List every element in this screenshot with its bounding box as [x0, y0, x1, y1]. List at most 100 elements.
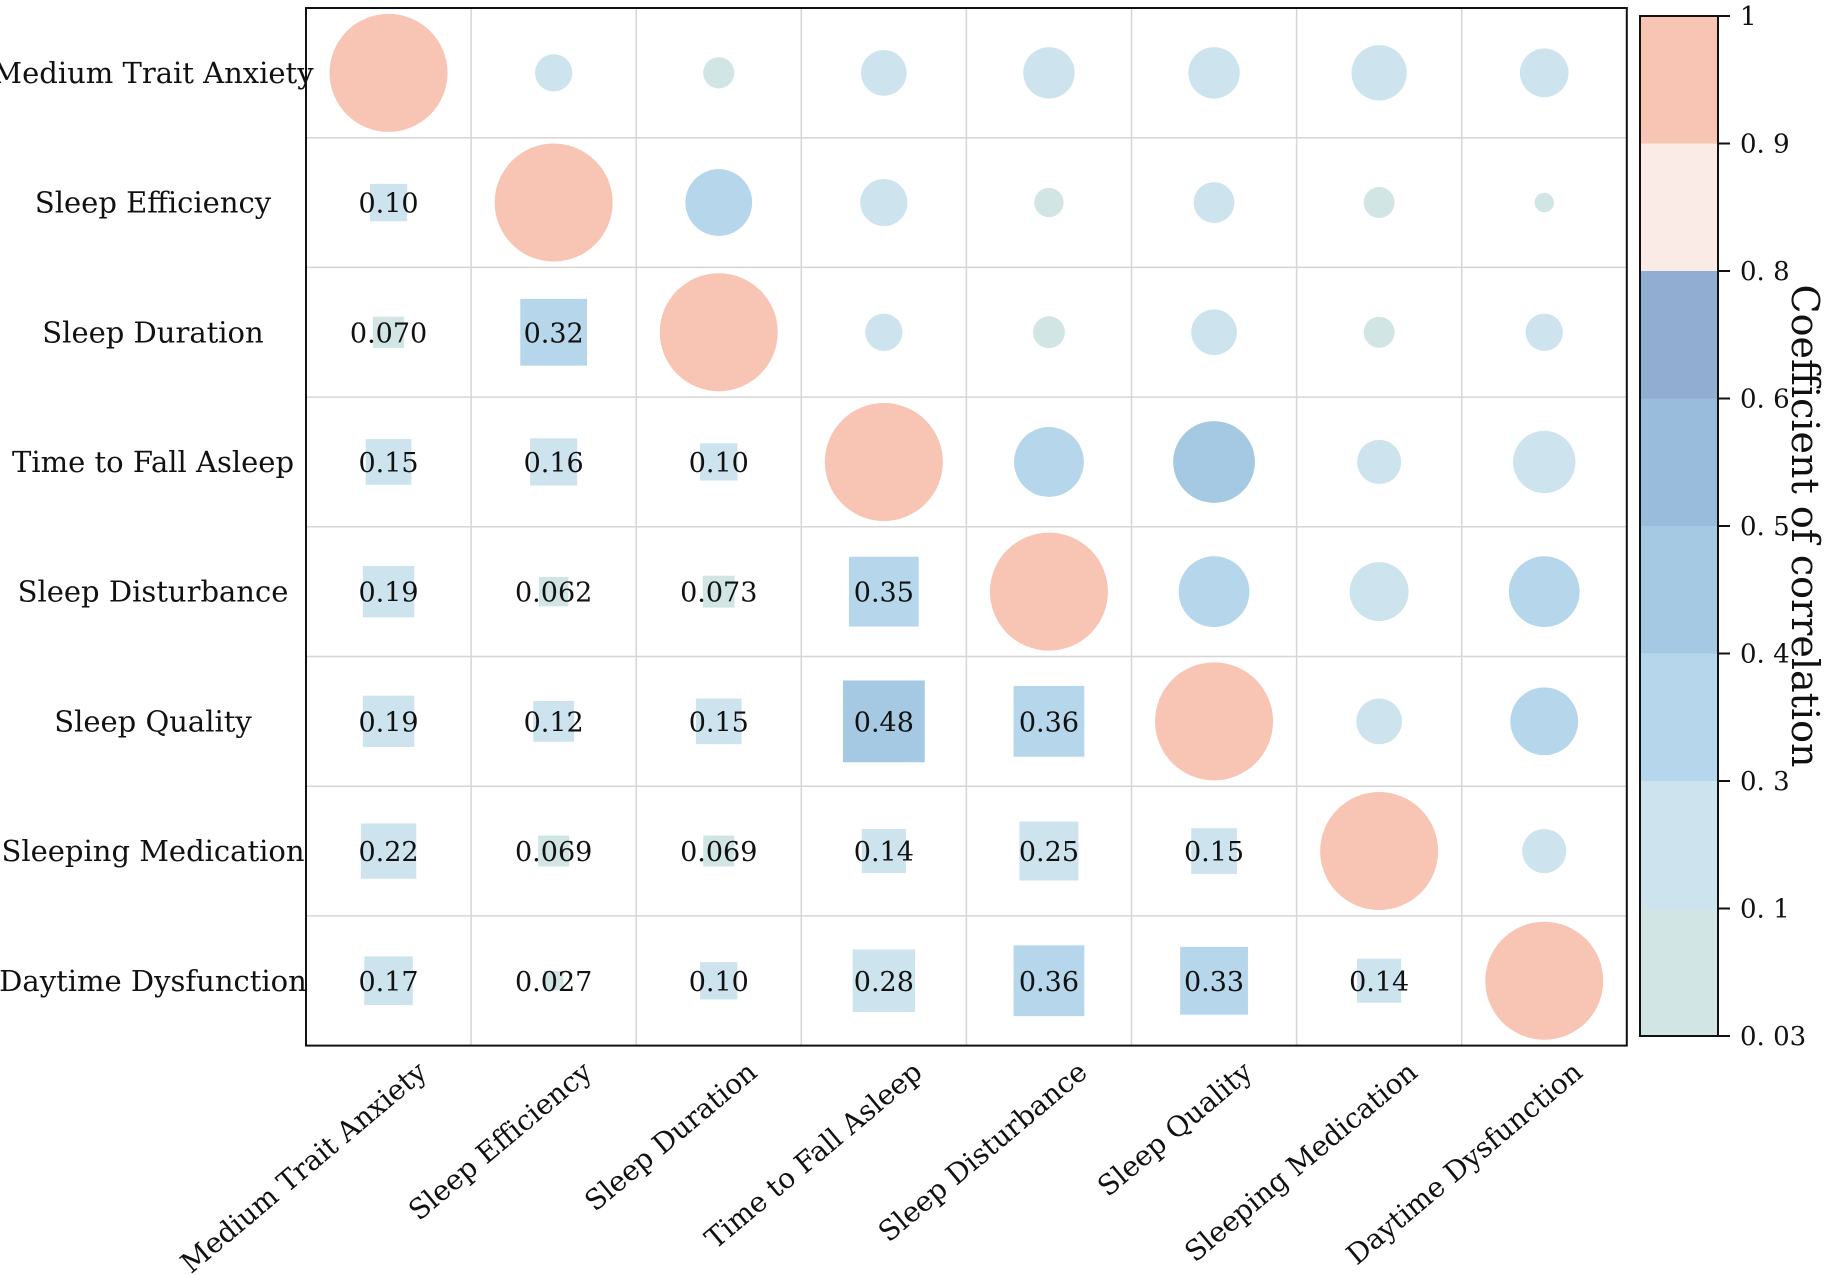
cell-value-label: 0.33 — [1184, 967, 1244, 998]
cell-value-label: 0.17 — [358, 967, 418, 998]
diagonal-circle — [1155, 662, 1274, 781]
colorbar-tick-label: 0. 6 — [1740, 385, 1790, 415]
cell-value-label: 0.12 — [524, 707, 584, 738]
correlation-circle — [1513, 430, 1576, 494]
cell-value-label: 0.32 — [524, 318, 584, 349]
correlation-square — [543, 971, 564, 991]
cell-value-label: 0.28 — [854, 967, 914, 998]
cell-value-label: 0.48 — [854, 707, 914, 738]
cell-value-label: 0.069 — [515, 837, 592, 868]
cell-value-label: 0.15 — [1184, 837, 1244, 868]
correlation-square — [360, 823, 417, 879]
correlation-circle — [1525, 313, 1563, 351]
cell-value-label: 0.073 — [680, 578, 757, 609]
colorbar-tick-label: 0. 9 — [1740, 130, 1790, 160]
cell-value-label: 0.070 — [350, 318, 427, 349]
correlation-circle — [1349, 562, 1409, 622]
correlation-circle — [1510, 687, 1579, 756]
correlation-circle — [1193, 182, 1235, 223]
cell-value-label: 0.069 — [680, 837, 757, 868]
correlation-circle — [861, 50, 907, 96]
correlation-circle — [1363, 316, 1395, 348]
cell-value-label: 0.027 — [515, 967, 592, 998]
correlation-square — [1191, 828, 1237, 874]
cell-value-label: 0.36 — [1019, 967, 1079, 998]
diagonal-circle — [989, 532, 1108, 651]
correlation-square — [695, 698, 742, 745]
correlation-circle — [1023, 47, 1075, 99]
correlation-circle — [1173, 421, 1255, 503]
row-label: Sleeping Medication — [1, 834, 304, 868]
cell-value-label: 0.15 — [358, 448, 418, 479]
correlation-circle — [860, 178, 908, 227]
correlation-circle — [703, 57, 735, 89]
correlation-square — [852, 949, 916, 1012]
colorbar-band — [1640, 398, 1718, 527]
colorbar-band — [1640, 653, 1718, 782]
correlation-square — [365, 439, 412, 485]
matrix-marks — [329, 13, 1604, 1040]
correlation-square — [530, 438, 578, 486]
correlation-circle — [1191, 309, 1237, 356]
row-label: Sleep Quality — [54, 704, 252, 738]
correlation-square — [703, 835, 735, 867]
correlation-circle — [534, 54, 573, 92]
correlation-square — [520, 298, 588, 366]
cell-value-label: 0.15 — [689, 707, 749, 738]
colorbar-band — [1640, 526, 1718, 655]
correlation-square — [700, 443, 738, 481]
correlation-square — [369, 183, 408, 222]
row-label: Sleep Disturbance — [18, 575, 289, 609]
matrix-frame — [305, 7, 1628, 1047]
cell-value-label: 0.35 — [854, 578, 914, 609]
colorbar-tick-label: 0. 03 — [1740, 1022, 1806, 1052]
correlation-square — [362, 565, 415, 618]
row-label: Sleep Duration — [42, 315, 263, 349]
row-label: Medium Trait Anxiety — [0, 56, 314, 90]
diagonal-circle — [824, 402, 943, 521]
cell-value-label: 0.25 — [1019, 837, 1079, 868]
grid-lines — [306, 8, 1627, 1046]
correlation-square — [861, 828, 906, 874]
correlation-circle — [1363, 187, 1395, 219]
correlation-square — [700, 962, 738, 1000]
colorbar-band — [1640, 908, 1718, 1037]
diagonal-circle — [1485, 921, 1604, 1040]
correlation-square — [1357, 958, 1402, 1003]
correlation-square — [533, 700, 575, 742]
cell-value-label: 0.36 — [1019, 707, 1079, 738]
correlation-circle — [1357, 439, 1402, 485]
correlation-square — [702, 575, 735, 608]
correlation-circle — [1508, 556, 1580, 628]
row-label: Sleep Efficiency — [35, 186, 272, 220]
cell-value-label: 0.14 — [854, 837, 914, 868]
row-label: Daytime Dysfunction — [0, 964, 307, 998]
correlation-circle — [1034, 187, 1064, 218]
correlation-circle — [1188, 47, 1240, 99]
colorbar-tick-label: 0. 8 — [1740, 257, 1790, 287]
correlation-square — [372, 316, 405, 348]
correlation-square — [1013, 945, 1085, 1017]
colorbar-band — [1640, 143, 1718, 272]
correlation-circle — [1351, 45, 1407, 101]
colorbar — [1639, 15, 1719, 1037]
cell-value-label: 0.14 — [1349, 967, 1409, 998]
correlation-square — [848, 556, 919, 627]
colorbar-band — [1640, 271, 1718, 400]
row-label: Time to Fall Asleep — [12, 445, 294, 479]
correlation-circle — [1519, 48, 1569, 98]
correlation-square — [538, 576, 569, 607]
cell-value-label: 0.22 — [358, 837, 418, 868]
correlation-circle — [1014, 427, 1084, 497]
correlation-circle — [1178, 556, 1250, 628]
correlation-circle — [685, 169, 753, 236]
correlation-square — [842, 680, 925, 763]
correlation-square — [364, 956, 413, 1006]
cell-value-label: 0.16 — [524, 448, 584, 479]
cell-value-label: 0.10 — [689, 448, 749, 479]
colorbar-tick-label: 1 — [1740, 2, 1757, 32]
diagonal-circle — [1320, 792, 1439, 911]
colorbar-tick-label: 0. 3 — [1740, 767, 1790, 797]
